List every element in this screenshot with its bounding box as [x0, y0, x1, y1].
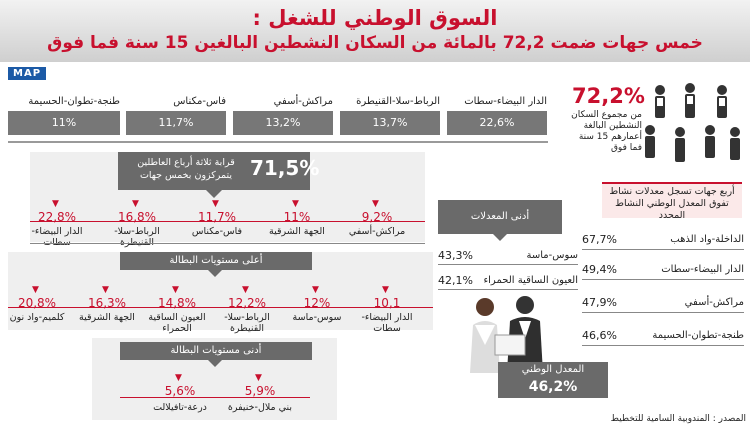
high-unemployment-title: أعلى مستويات البطالة — [120, 252, 312, 270]
map-logo: MAP — [8, 67, 47, 80]
value-label: 5,6% — [164, 384, 196, 398]
summary-text: من مجموع السكان النشطين البالغة أعمارهم … — [571, 110, 642, 153]
value-label: 12,2% — [227, 296, 267, 310]
value-label: 16,8% — [117, 210, 157, 224]
callout-pointer-icon — [208, 360, 222, 367]
accent-line — [30, 221, 425, 222]
top-value-box: 11% — [8, 111, 120, 135]
tick-icon: ▼ — [255, 373, 262, 383]
divider — [438, 264, 578, 265]
page-title: السوق الوطني للشغل : — [252, 6, 498, 30]
accent-line — [8, 307, 433, 308]
region-name: الجهة الشرقية — [79, 312, 135, 323]
value-label: 16,3% — [87, 296, 127, 310]
above-national-name: طنجة-تطوان-الحسيمة — [652, 330, 744, 341]
unemployed-headline: 71,5% — [250, 156, 320, 180]
callout-pointer-icon — [206, 190, 222, 198]
divider — [30, 243, 425, 244]
above-national-title: أربع جهات تسجل معدلات نشاط تفوق المعدل ا… — [609, 186, 735, 221]
tick-icon: ▼ — [372, 199, 379, 209]
tick-icon: ▼ — [292, 199, 299, 209]
above-national-callout — [602, 182, 742, 218]
above-national-value: 49,4% — [582, 263, 617, 276]
lowest-rates-title: أدنى المعدلات — [438, 200, 562, 234]
top-value-box: 22,6% — [447, 111, 547, 135]
lowest-rate-value: 42,1% — [438, 274, 473, 287]
tick-icon: ▼ — [102, 285, 109, 295]
callout-pointer-icon — [493, 234, 507, 241]
divider — [8, 141, 548, 143]
region-name: فاس-مكناس — [191, 226, 243, 237]
national-rate-box — [498, 362, 608, 398]
tick-icon: ▼ — [52, 199, 59, 209]
value-label: 12% — [303, 296, 331, 310]
region-name: الرباط-سلا-القنيطرة — [224, 312, 270, 334]
value-label: 10,1 — [373, 296, 401, 310]
tick-icon: ▼ — [172, 285, 179, 295]
tick-icon: ▼ — [132, 199, 139, 209]
unemployed-callout-title: قرابة ثلاثة أرباع العاطلين يتمركزون بخمس… — [137, 157, 235, 181]
tick-icon: ▼ — [382, 285, 389, 295]
divider — [582, 345, 744, 346]
top-label: فاس-مكناس — [173, 96, 226, 107]
region-name: الجهة الشرقية — [269, 226, 325, 237]
region-name: سوس-ماسة — [292, 312, 342, 323]
value-label: 11% — [283, 210, 311, 224]
lowest-rate-name: العيون الساقية الحمراء — [483, 275, 578, 286]
value-label: 5,9% — [244, 384, 276, 398]
value-label: 14,8% — [157, 296, 197, 310]
low-unemployment-title: أدنى مستويات البطالة — [120, 342, 312, 360]
summary-value: 72,2% — [572, 84, 645, 108]
above-national-value: 47,9% — [582, 296, 617, 309]
value-label: 20,8% — [17, 296, 57, 310]
above-national-name: الدار البيضاء-سطات — [661, 264, 744, 275]
divider — [582, 279, 744, 280]
tick-icon: ▼ — [212, 199, 219, 209]
above-national-name: مراكش-أسفي — [684, 297, 744, 308]
region-name: درعة-تافيلالت — [153, 402, 207, 413]
source-note: المصدر : المندوبية السامية للتخطيط — [610, 414, 746, 424]
header-banner — [0, 0, 750, 62]
value-label: 9,2% — [361, 210, 393, 224]
lowest-rate-value: 43,3% — [438, 249, 473, 262]
divider — [438, 289, 578, 290]
national-rate-label: المعدل الوطني — [521, 364, 585, 375]
tick-icon: ▼ — [175, 373, 182, 383]
region-name: الدار البيضاء-سطات — [31, 226, 83, 248]
tick-icon: ▼ — [32, 285, 39, 295]
national-rate-value: 46,2% — [528, 379, 578, 395]
top-value-box: 11,7% — [126, 111, 226, 135]
tick-icon: ▼ — [312, 285, 319, 295]
people-illustration-icon — [640, 80, 745, 175]
region-name: بني ملال-خنيفرة — [227, 402, 293, 413]
region-name: مراكش-أسفي — [348, 226, 406, 237]
above-national-name: الداخلة-واد الذهب — [670, 234, 744, 245]
above-national-value: 46,6% — [582, 329, 617, 342]
top-label: الدار البيضاء-سطات — [464, 96, 547, 107]
region-name: الرباط-سلا-القنيطرة — [114, 226, 160, 248]
value-label: 11,7% — [197, 210, 237, 224]
region-name: كلميم-واد نون — [9, 312, 65, 323]
accent-line — [120, 397, 310, 398]
value-label: 22,8% — [37, 210, 77, 224]
region-name: العيون الساقية الحمراء — [148, 312, 206, 334]
callout-pointer-icon — [208, 270, 222, 277]
unemployed-callout — [118, 152, 310, 190]
top-label: الرباط-سلا-القنيطرة — [356, 96, 440, 107]
top-value-box: 13,2% — [233, 111, 333, 135]
region-name: الدار البيضاء-سطات — [361, 312, 413, 334]
divider — [582, 249, 744, 250]
top-label: طنجة-تطوان-الحسيمة — [28, 96, 120, 107]
divider — [582, 312, 744, 313]
page-subtitle: خمس جهات ضمت 72,2 بالمائة من السكان النش… — [47, 33, 703, 53]
lowest-rate-name: سوس-ماسة — [526, 250, 578, 261]
tick-icon: ▼ — [242, 285, 249, 295]
top-value-box: 13,7% — [340, 111, 440, 135]
business-people-icon — [455, 295, 565, 373]
above-national-value: 67,7% — [582, 233, 617, 246]
top-label: مراكش-أسفي — [273, 96, 333, 107]
